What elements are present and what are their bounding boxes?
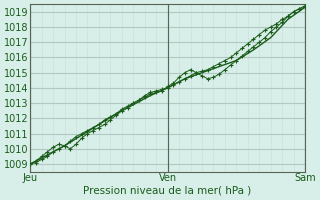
X-axis label: Pression niveau de la mer( hPa ): Pression niveau de la mer( hPa ) [84, 186, 252, 196]
